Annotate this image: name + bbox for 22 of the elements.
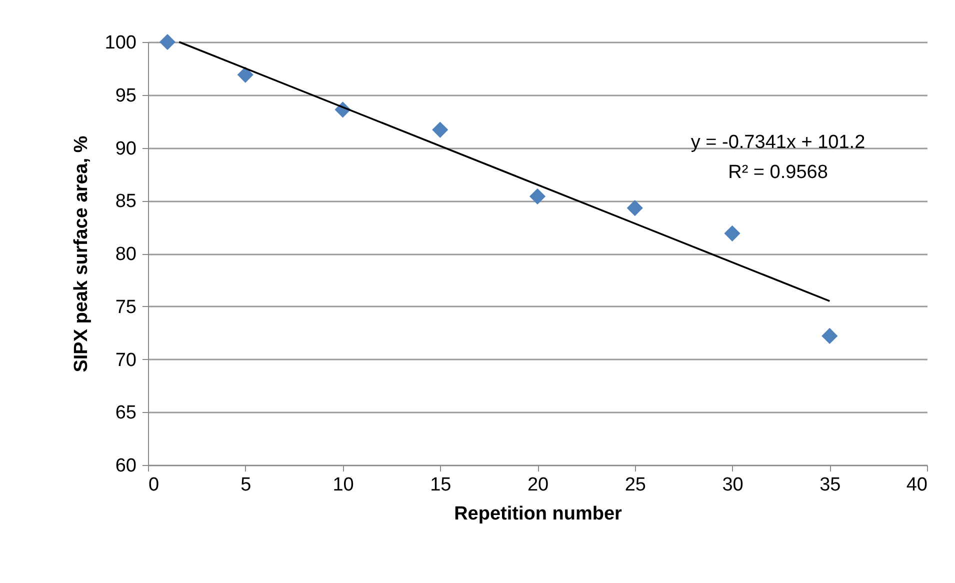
y-tick-label: 65 [115,402,136,424]
x-tick-label: 5 [240,474,252,496]
y-axis-title: SIPX peak surface area, % [70,136,92,372]
y-tick-label: 70 [115,350,136,371]
annotation: y = -0.7341x + 101.2 [690,132,866,153]
y-tick-label: 95 [115,85,136,106]
y-tick-label: 75 [115,296,136,318]
y-tick-label: 85 [115,191,136,212]
x-axis-title: Repetition number [454,504,623,524]
x-tick-label: 20 [527,474,549,496]
x-tick-label: 40 [906,474,928,496]
y-tick-label: 60 [115,456,136,476]
x-tick-label: 30 [722,474,744,496]
x-tick-label: 10 [332,474,354,496]
x-tick-label: 15 [430,474,452,496]
y-tick-label: 100 [104,32,136,54]
y-tick-label: 90 [115,138,136,160]
x-tick-label: 35 [820,474,841,496]
y-tick-label: 80 [115,244,136,265]
annotation: R² = 0.9568 [728,162,828,183]
x-tick-label: 25 [624,474,646,496]
x-tick-label: 0 [148,474,160,496]
